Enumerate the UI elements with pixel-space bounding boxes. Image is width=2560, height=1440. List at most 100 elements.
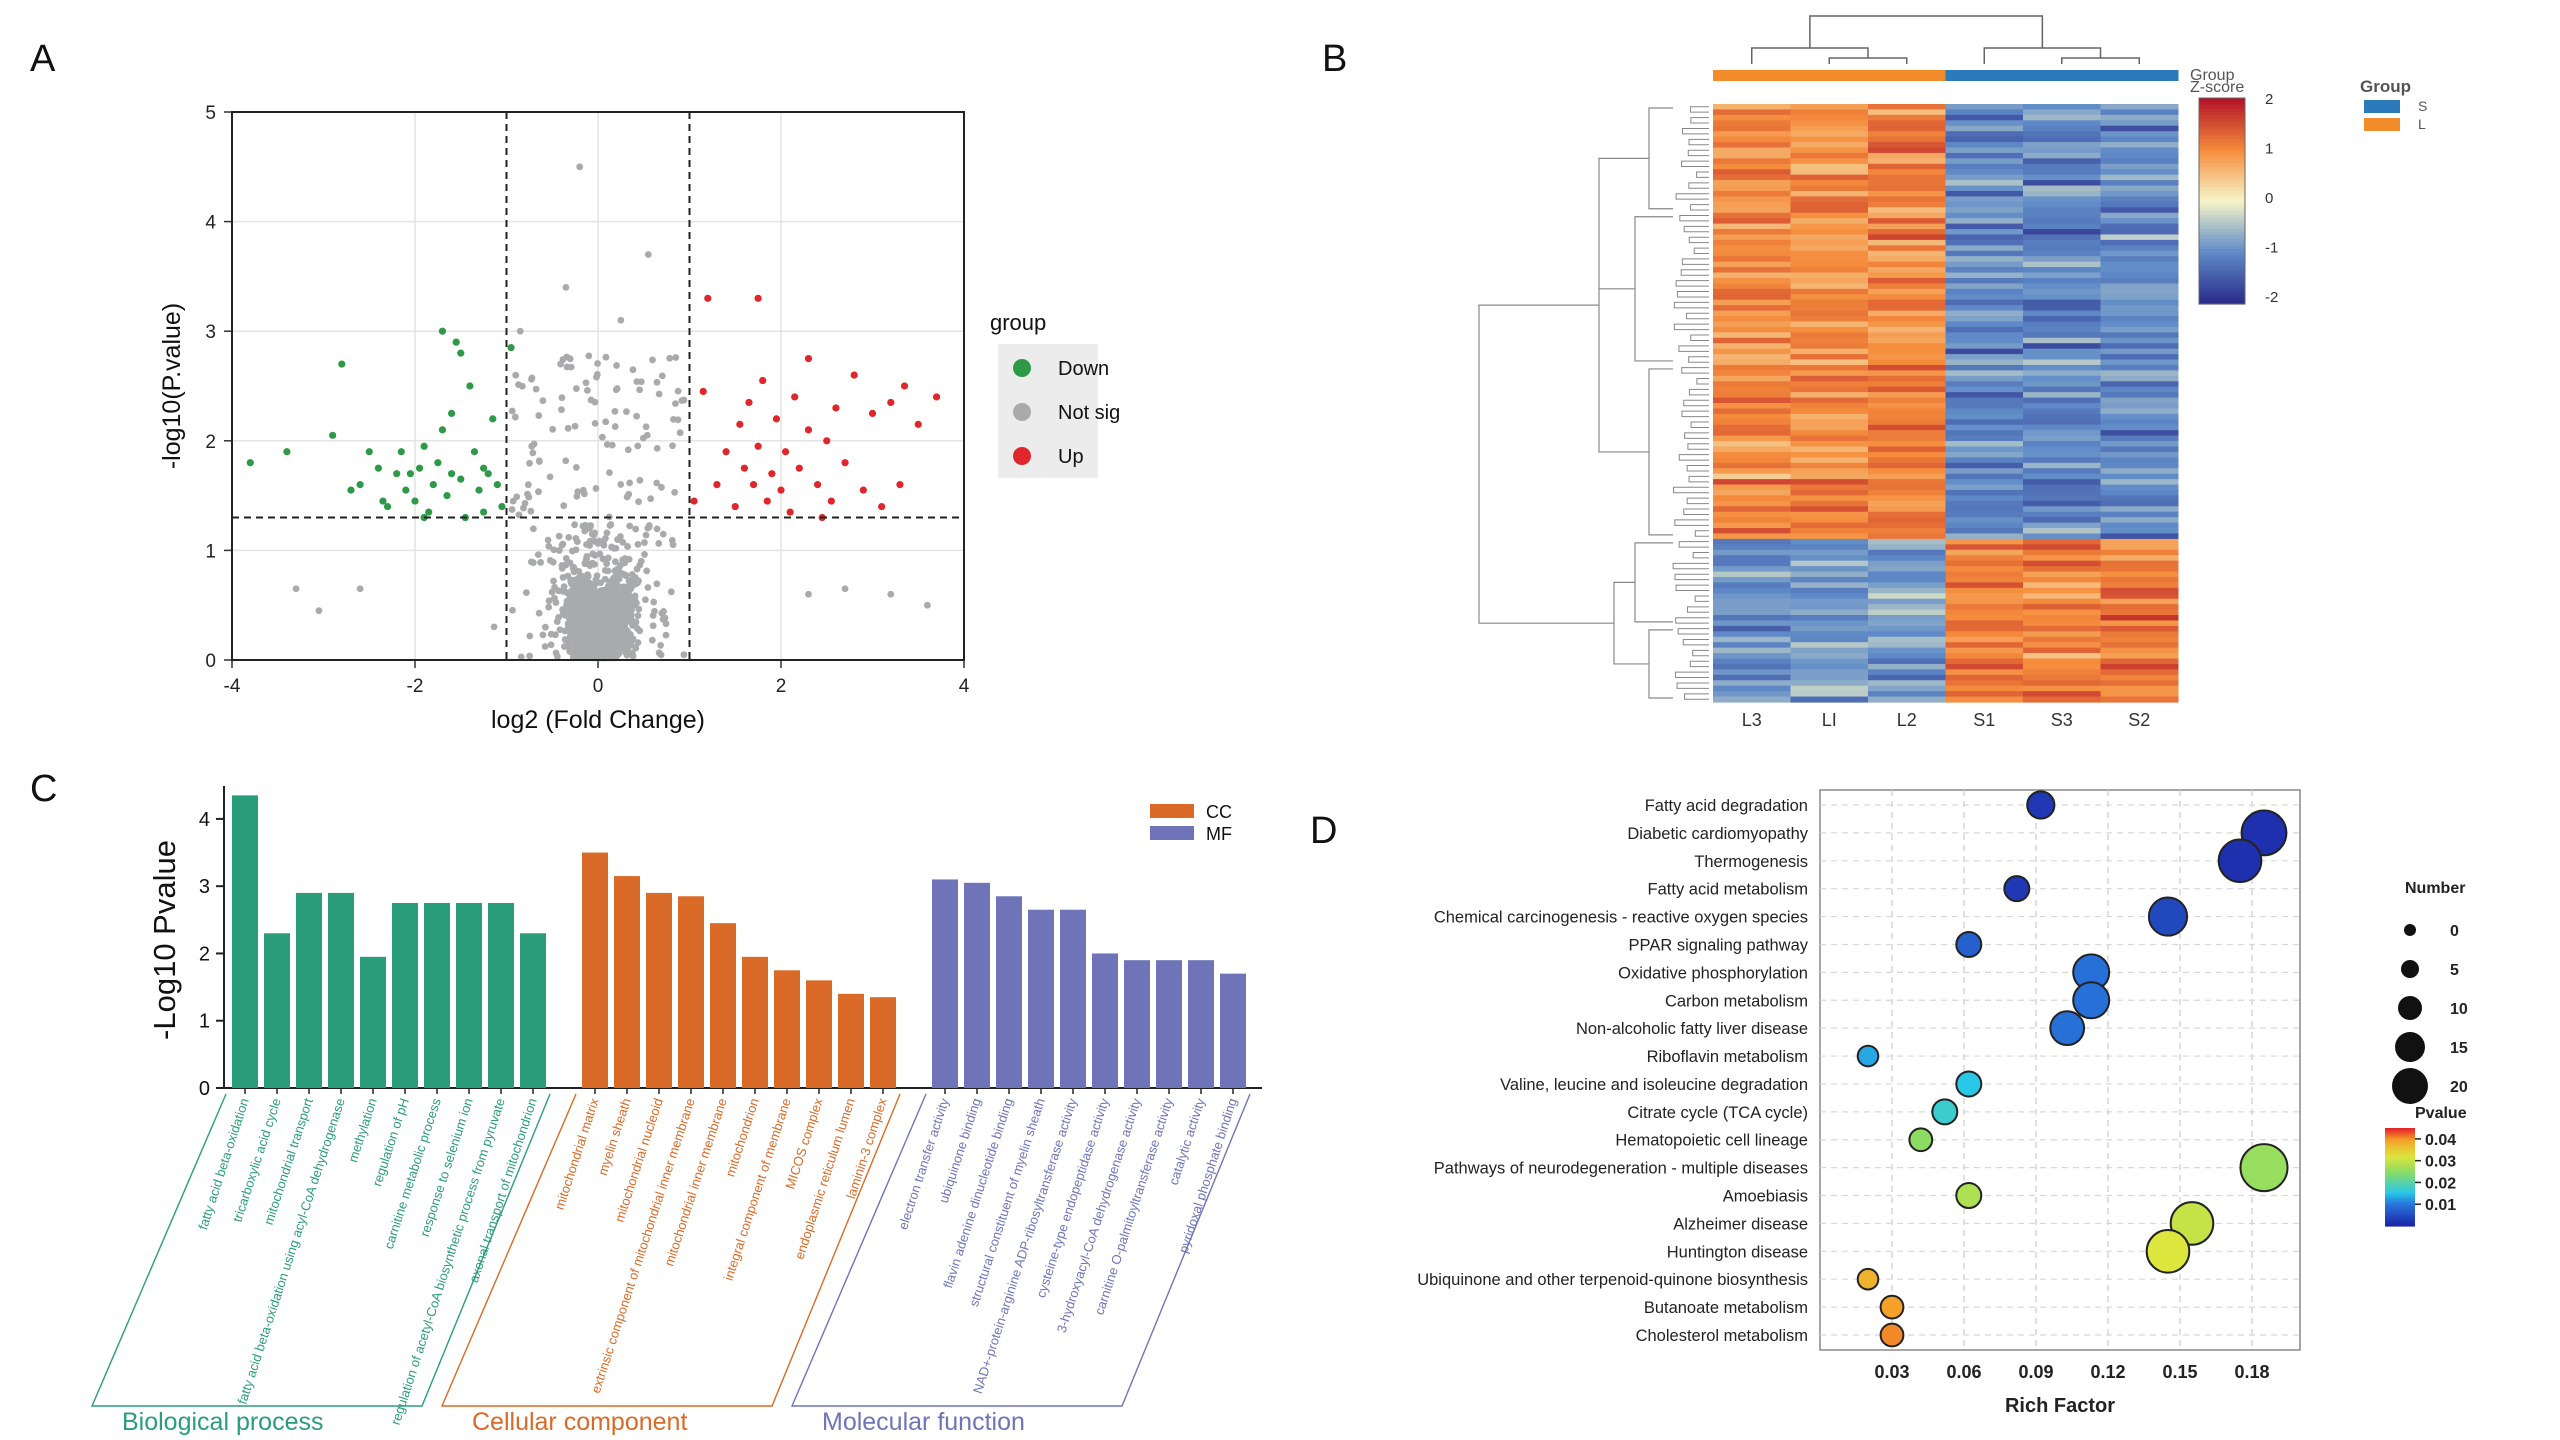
heatmap-cell <box>1790 593 1869 600</box>
colorbar-segment <box>2199 273 2245 278</box>
heatmap-cell <box>2100 196 2179 203</box>
heatmap-cell <box>1713 288 1791 295</box>
heatmap-cell <box>1790 316 1869 323</box>
point-not-sig <box>535 609 543 617</box>
heatmap-cell <box>1790 696 1869 703</box>
heatmap-cell <box>1945 419 2024 426</box>
point-not-sig <box>627 594 635 601</box>
bar <box>870 997 896 1088</box>
heatmap-cell <box>1945 413 2024 420</box>
point-not-sig <box>657 641 665 649</box>
point-not-sig <box>595 537 603 545</box>
y-tick-label: 4 <box>205 213 216 234</box>
x-tick-label: 0.03 <box>1874 1362 1909 1382</box>
heatmap-cell <box>1713 403 1791 410</box>
point-down <box>429 481 437 489</box>
heatmap-cell <box>2100 223 2179 230</box>
point-up <box>868 409 877 417</box>
bubble <box>2026 790 2056 820</box>
heatmap-cell <box>1713 332 1791 339</box>
heatmap-cell <box>1868 359 1946 366</box>
heatmap-cell <box>1945 424 2024 431</box>
point-not-sig <box>596 589 604 597</box>
colorbar-segment <box>2199 152 2245 157</box>
colorbar-segment <box>2199 269 2245 274</box>
heatmap-cell <box>2023 190 2101 198</box>
bar <box>1188 960 1214 1088</box>
column-label: S2 <box>2128 710 2150 730</box>
point-not-sig <box>545 597 553 605</box>
heatmap-cell <box>1945 109 2024 116</box>
row-dendrogram-branch <box>1688 475 1709 483</box>
point-up <box>736 420 744 428</box>
column-dendrogram-branch <box>1983 47 2102 64</box>
point-not-sig <box>586 542 593 549</box>
plot-frame <box>1819 789 2301 1351</box>
heatmap-cell <box>1945 283 2024 290</box>
heatmap-cell <box>2023 674 2101 681</box>
heatmap-cell <box>2100 587 2179 594</box>
point-not-sig <box>635 498 643 506</box>
point-not-sig <box>620 583 627 591</box>
point-not-sig <box>805 590 812 598</box>
heatmap-cell <box>2100 653 2179 660</box>
colorbar-segment <box>2199 194 2245 199</box>
heatmap-cell <box>1945 370 2024 377</box>
heatmap-cell <box>1790 680 1869 687</box>
point-not-sig <box>610 615 618 622</box>
heatmap-cell <box>2100 511 2179 518</box>
heatmap-cell <box>1868 142 1946 149</box>
heatmap-cell <box>2100 131 2179 138</box>
point-not-sig <box>583 647 591 654</box>
heatmap-cell <box>2100 462 2179 469</box>
heatmap-cell <box>2100 419 2179 426</box>
point-not-sig <box>534 551 542 559</box>
heatmap-cell <box>1868 680 1946 687</box>
heatmap-cell <box>1713 533 1791 540</box>
heatmap-cell <box>1713 647 1791 654</box>
point-not-sig <box>581 521 589 529</box>
heatmap-cell <box>2023 571 2101 578</box>
heatmap-cell <box>2100 576 2179 583</box>
row-dendrogram-branch <box>1692 649 1709 657</box>
point-not-sig <box>587 622 595 630</box>
point-not-sig <box>545 603 553 611</box>
heatmap-cell <box>2100 674 2179 681</box>
heatmap-cell <box>1790 152 1869 159</box>
heatmap-cell <box>1713 441 1791 448</box>
point-not-sig <box>634 612 642 619</box>
heatmap-cell <box>1868 642 1946 649</box>
point-not-sig <box>607 647 615 655</box>
x-tick-label: 0.12 <box>2090 1362 2125 1382</box>
point-up <box>722 448 730 456</box>
point-not-sig <box>562 457 570 465</box>
point-not-sig <box>572 611 580 619</box>
heatmap-cell <box>1868 397 1946 404</box>
y-tick-label: 4 <box>199 809 210 831</box>
heatmap-cell <box>1945 261 2024 268</box>
heatmap-cell <box>2023 142 2101 149</box>
point-down <box>484 470 492 478</box>
color-legend-segment <box>2385 1199 2415 1203</box>
x-tick-label: electron transfer activity <box>895 1096 952 1232</box>
heatmap-cell <box>2100 517 2179 524</box>
heatmap-cell <box>1713 392 1791 399</box>
point-not-sig <box>626 640 634 647</box>
heatmap-cell <box>2100 163 2179 170</box>
column-label: S1 <box>1973 710 1995 730</box>
color-legend-tick-label: 0.01 <box>2425 1197 2456 1214</box>
bubble <box>1908 1127 1934 1153</box>
heatmap-cell <box>1945 326 2024 333</box>
group-label: Biological process <box>122 1408 324 1436</box>
point-not-sig <box>633 565 641 573</box>
heatmap-cell <box>2100 256 2179 263</box>
row-dendrogram-branch <box>1688 236 1709 244</box>
heatmap-cell <box>1790 299 1869 306</box>
color-legend-segment <box>2385 1137 2415 1141</box>
heatmap-cell <box>1790 620 1869 627</box>
heatmap-cell <box>1868 321 1946 328</box>
colorbar-segment <box>2199 176 2245 181</box>
row-dendrogram-branch <box>1687 149 1709 157</box>
point-not-sig <box>546 473 554 481</box>
point-not-sig <box>659 530 667 538</box>
